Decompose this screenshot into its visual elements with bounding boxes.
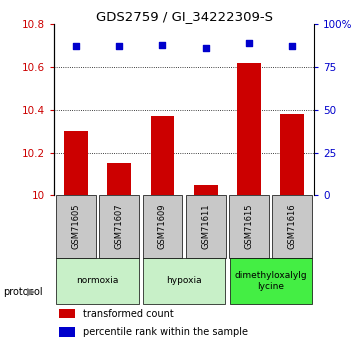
Bar [59,309,75,318]
Text: dimethyloxalylg
lycine: dimethyloxalylg lycine [234,271,307,290]
Bar [99,195,139,257]
Bar [273,195,312,257]
Bar [194,185,218,195]
Text: protocol: protocol [4,287,43,296]
Text: GSM71615: GSM71615 [245,204,253,249]
Bar [64,131,88,195]
Text: GSM71611: GSM71611 [201,204,210,249]
Point [246,40,252,46]
Bar [107,163,131,195]
Title: GDS2759 / GI_34222309-S: GDS2759 / GI_34222309-S [96,10,273,23]
Text: transformed count: transformed count [83,308,174,318]
Point [290,43,295,49]
Text: ▶: ▶ [27,287,36,296]
Bar [229,195,269,257]
Bar [56,257,139,304]
Bar [230,257,312,304]
Bar [280,114,304,195]
Text: GSM71607: GSM71607 [115,204,123,249]
Text: GSM71616: GSM71616 [288,204,297,249]
Text: hypoxia: hypoxia [166,276,202,285]
Text: GSM71605: GSM71605 [71,204,80,249]
Bar [56,195,96,257]
Bar [151,116,174,195]
Point [116,43,122,49]
Text: GSM71609: GSM71609 [158,204,167,249]
Bar [143,257,225,304]
Text: percentile rank within the sample: percentile rank within the sample [83,327,248,337]
Point [73,43,79,49]
Bar [59,327,75,337]
Bar [186,195,226,257]
Bar [237,63,261,195]
Point [160,42,165,48]
Bar [143,195,182,257]
Point [203,45,209,51]
Text: normoxia: normoxia [76,276,119,285]
